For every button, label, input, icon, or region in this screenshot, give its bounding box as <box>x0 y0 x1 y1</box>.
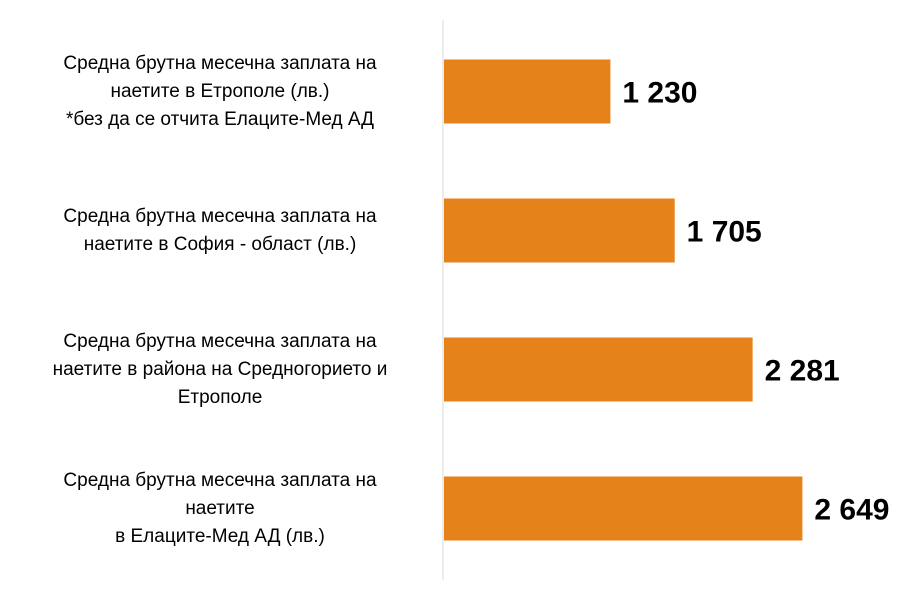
category-label-line: Средна брутна месечна заплата на <box>63 52 377 74</box>
category-label-line: наетите в района на Средногорието и <box>52 358 388 380</box>
category-label-4: Средна брутна месечна заплата на наетите в… <box>10 467 430 551</box>
category-label-2: Средна брутна месечна заплата на наетите … <box>10 203 430 259</box>
bar-1 <box>444 59 611 124</box>
category-label-line: наетите в София - област (лв.) <box>83 233 357 255</box>
category-label-line: Средна брутна месечна заплата на <box>63 469 377 491</box>
category-label-line: Средна брутна месечна заплата на <box>63 205 377 227</box>
category-label-3: Средна брутна месечна заплата на наетите … <box>10 328 430 412</box>
bar-4 <box>444 476 803 541</box>
category-label-line: наетите в Етрополе (лв.) <box>110 80 330 102</box>
bar-3 <box>444 337 753 402</box>
category-label-line: наетите <box>185 497 255 519</box>
category-label-line: Етрополе <box>177 386 263 408</box>
bar-2 <box>444 198 675 263</box>
value-label-3: 2 281 <box>765 355 840 388</box>
value-label-4: 2 649 <box>814 494 889 527</box>
category-label-line: в Елаците-Мед АД (лв.) <box>115 525 325 547</box>
value-label-1: 1 230 <box>622 77 697 110</box>
category-label-line: Средна брутна месечна заплата на <box>63 330 377 352</box>
category-label-line: *без да се отчита Елаците-Мед АД <box>65 108 375 130</box>
value-labels-group: 1 230 1 705 2 281 2 649 <box>622 77 889 527</box>
category-label-1: Средна брутна месечна заплата на наетите … <box>10 50 430 134</box>
value-label-2: 1 705 <box>687 216 762 249</box>
bars-group <box>444 59 803 541</box>
